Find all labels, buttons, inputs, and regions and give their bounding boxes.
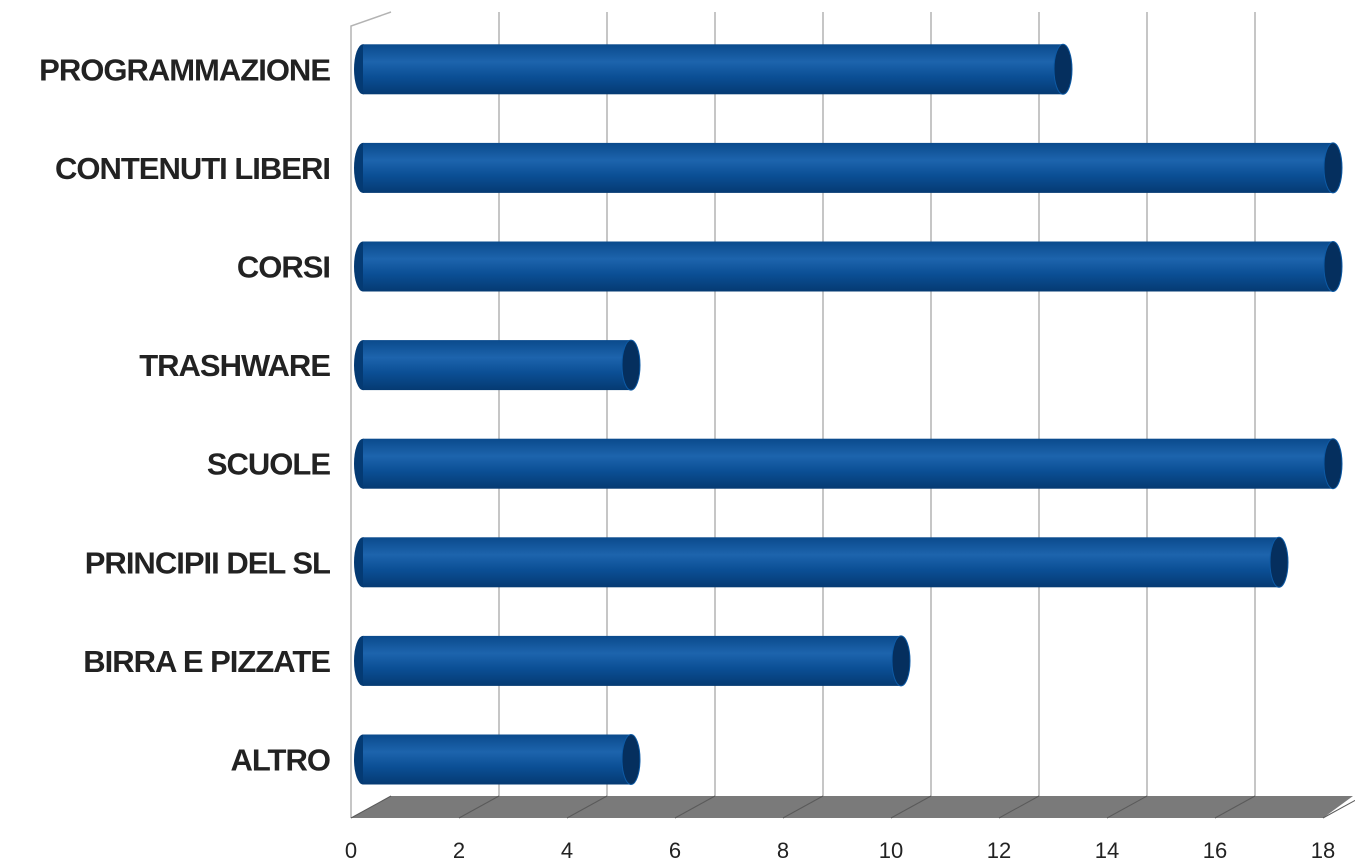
bar <box>354 734 641 785</box>
chart-walls <box>350 11 1353 818</box>
x-tick-label: 2 <box>453 838 465 863</box>
grid-lines <box>350 12 1355 819</box>
chart-floor <box>351 796 1353 818</box>
bar <box>354 635 911 687</box>
bar <box>354 339 641 391</box>
category-label: CONTENUTI LIBERI <box>55 151 330 186</box>
bar-body <box>363 44 1063 95</box>
category-label: BIRRA E PIZZATE <box>83 644 330 679</box>
gridline-floor <box>1106 795 1148 819</box>
x-tick-label: 12 <box>987 838 1011 863</box>
gridline-floor <box>350 795 392 819</box>
bar-body <box>363 241 1333 292</box>
bar-body <box>363 438 1333 489</box>
bar-body <box>363 734 631 785</box>
gridline-floor <box>998 795 1040 819</box>
bar-end-cap <box>1323 142 1343 194</box>
x-tick-labels: 0 2 4 6 8 10 12 14 16 18 <box>345 838 1335 863</box>
bar-end-cap <box>1269 536 1289 588</box>
category-labels: PROGRAMMAZIONE CONTENUTI LIBERI CORSI TRASH… <box>39 52 331 778</box>
bar-body <box>363 537 1279 588</box>
bar <box>354 241 1343 292</box>
bar-body <box>363 340 631 391</box>
x-tick-label: 0 <box>345 838 357 863</box>
gridline-floor <box>782 795 824 819</box>
x-tick-label: 8 <box>777 838 789 863</box>
gridline-floor <box>566 795 608 819</box>
bar <box>354 536 1289 588</box>
gridline-floor <box>1322 799 1355 819</box>
bar-end-cap <box>621 339 641 391</box>
bar-end-cap <box>1323 438 1343 490</box>
gridline-floor <box>674 795 716 819</box>
gridline-floor <box>890 795 932 819</box>
category-label: TRASHWARE <box>139 348 330 383</box>
bar <box>354 43 1073 95</box>
category-label: PROGRAMMAZIONE <box>39 52 330 87</box>
category-label: SCUOLE <box>207 447 331 482</box>
bar <box>354 142 1343 194</box>
bar-end-cap <box>621 734 641 785</box>
gridline-floor <box>1214 795 1256 819</box>
bar-body <box>363 635 901 686</box>
x-tick-label: 16 <box>1203 838 1227 863</box>
x-tick-label: 18 <box>1311 838 1335 863</box>
bar <box>354 438 1343 490</box>
x-tick-label: 4 <box>561 838 573 863</box>
gridline-floor <box>458 795 500 819</box>
bar-end-cap <box>1323 241 1343 292</box>
category-label: CORSI <box>237 250 330 285</box>
category-label: ALTRO <box>231 743 330 778</box>
bar-end-cap <box>1053 43 1073 95</box>
bars <box>354 43 1343 785</box>
bar-body <box>363 142 1333 193</box>
bar-end-cap <box>891 635 911 687</box>
category-label: PRINCIPII DEL SL <box>85 545 330 580</box>
x-tick-label: 14 <box>1095 838 1119 863</box>
x-tick-label: 10 <box>879 838 903 863</box>
x-tick-label: 6 <box>669 838 681 863</box>
left-wall-edge <box>350 11 392 818</box>
